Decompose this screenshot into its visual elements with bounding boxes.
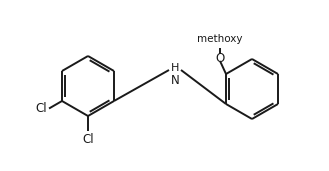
Text: Cl: Cl (36, 102, 47, 115)
Text: H: H (171, 63, 179, 73)
Text: Cl: Cl (82, 133, 94, 146)
Text: O: O (215, 51, 225, 64)
Text: methoxy: methoxy (197, 34, 243, 44)
Text: N: N (171, 74, 179, 87)
